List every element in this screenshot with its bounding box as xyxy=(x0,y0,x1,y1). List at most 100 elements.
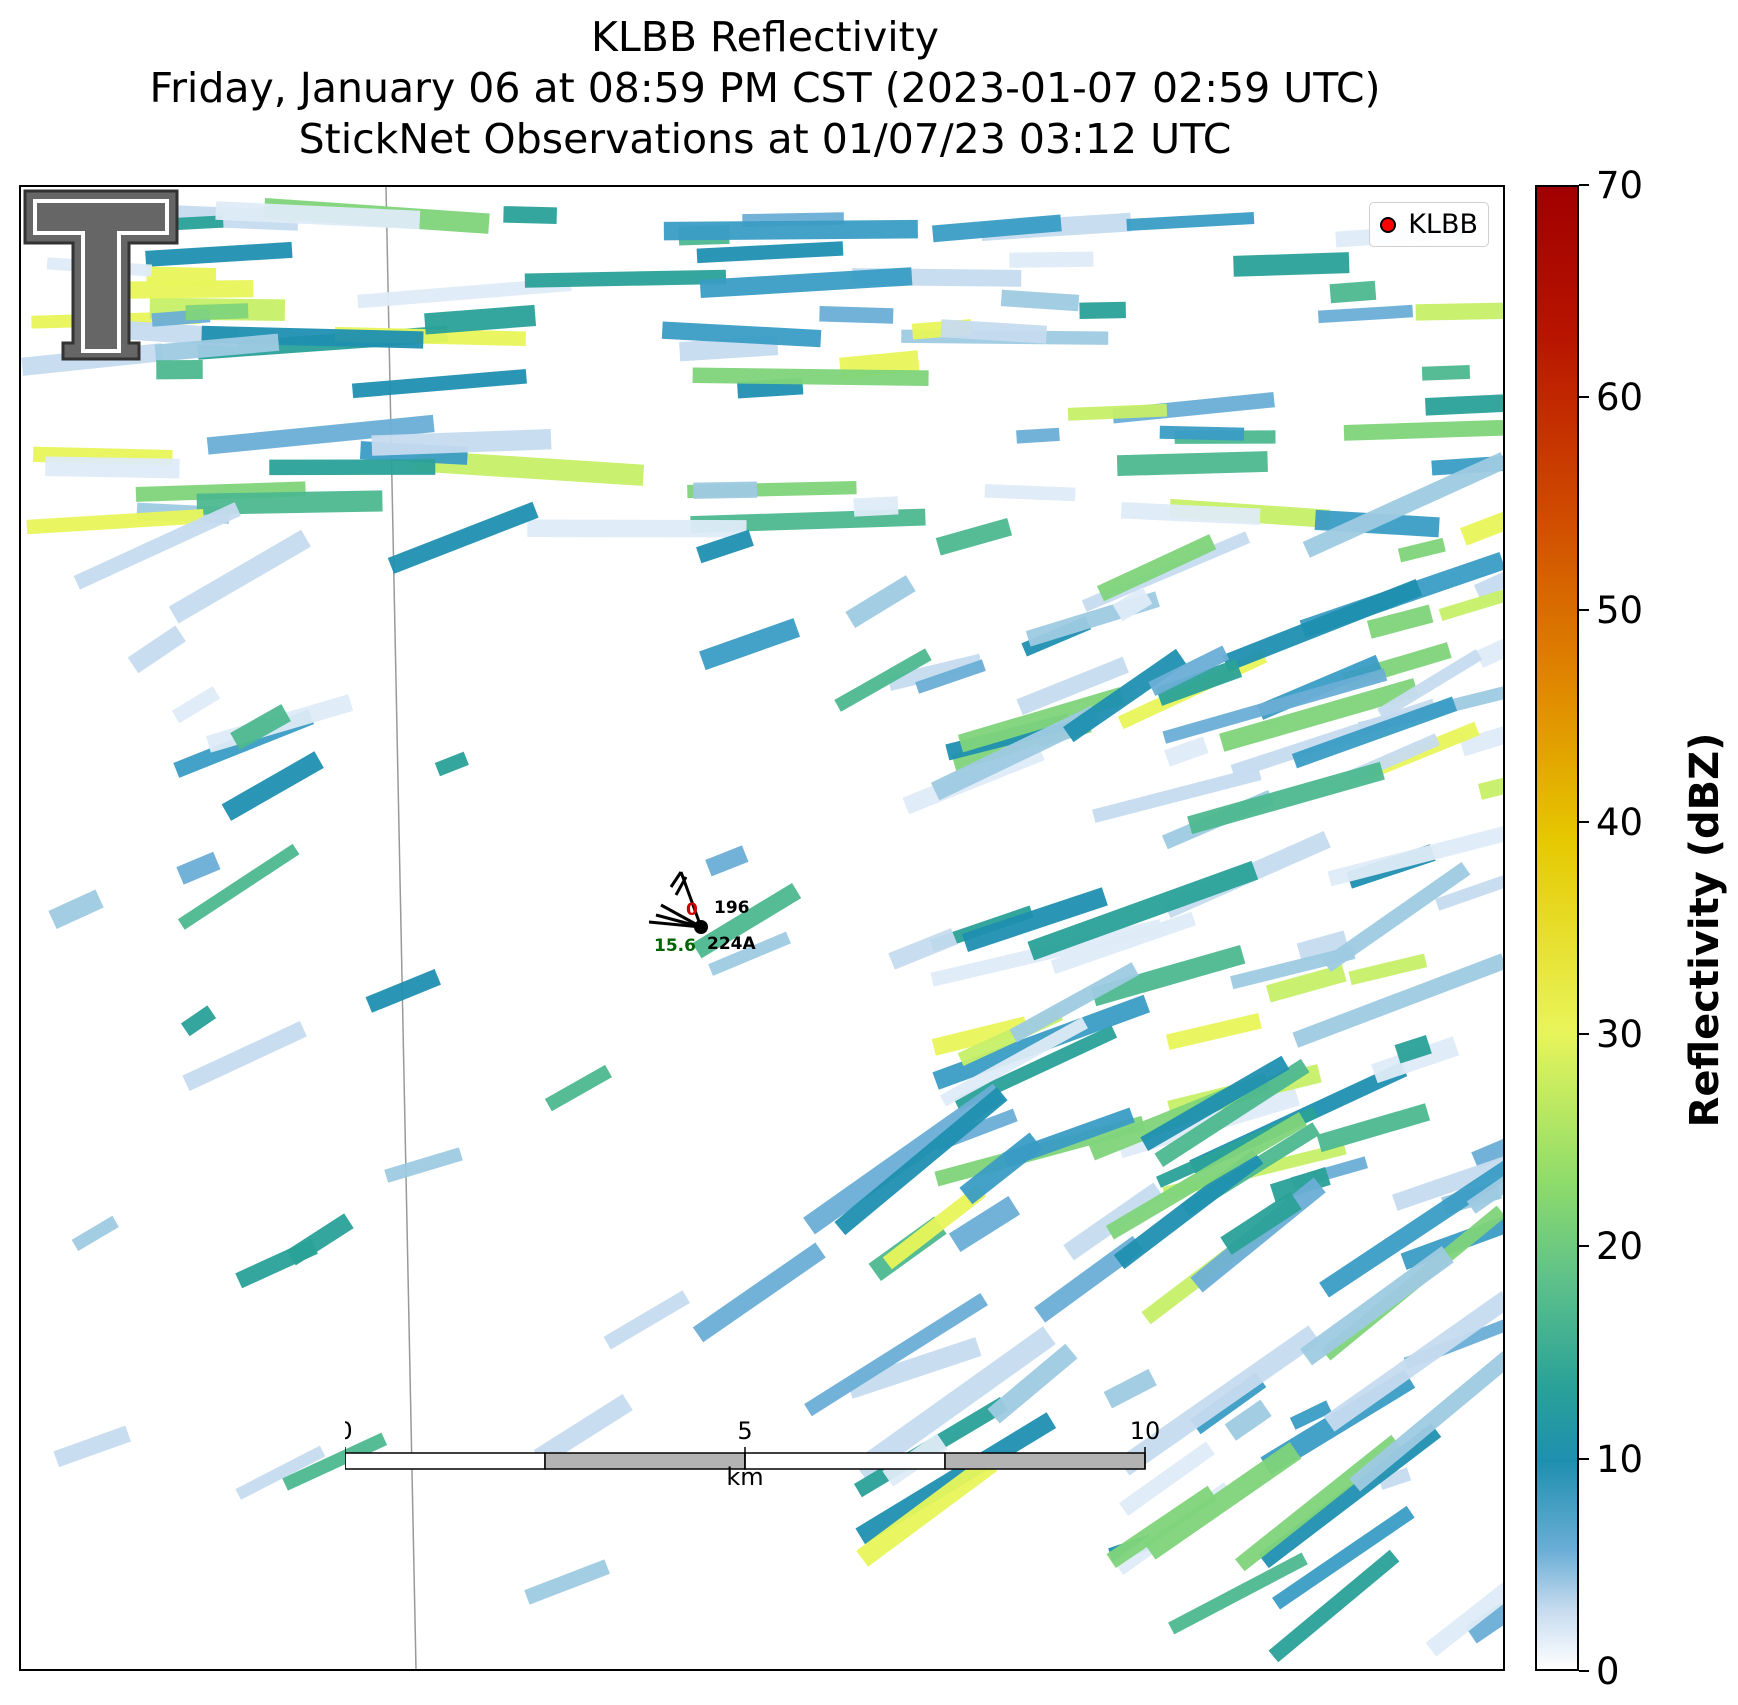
echo-cell xyxy=(177,843,300,930)
echo-cell xyxy=(987,1343,1078,1424)
echo-cell xyxy=(708,931,791,976)
echo-cell xyxy=(1164,736,1209,767)
echo-cell xyxy=(1119,1441,1215,1516)
echo-cell xyxy=(1317,304,1414,324)
echo-cell xyxy=(1343,417,1503,441)
echo-cell xyxy=(1378,1467,1412,1490)
echo-cell xyxy=(1155,658,1243,706)
echo-cell xyxy=(663,219,918,241)
echo-cell xyxy=(915,659,986,694)
echo-cell xyxy=(603,1290,690,1350)
echo-cell xyxy=(1113,1149,1264,1270)
colorbar-tick-mark xyxy=(1579,1245,1589,1248)
echo-cell xyxy=(1009,962,1139,1043)
echo-cell xyxy=(1302,452,1503,558)
title-observations: StickNet Observations at 01/07/23 03:12 … xyxy=(298,115,1232,163)
echo-cell xyxy=(846,1337,982,1399)
station-plot: 0 196 15.6 224A xyxy=(648,871,756,956)
echo-cell xyxy=(1230,945,1356,990)
scale-bar: 0 5 10 km xyxy=(345,1417,1160,1487)
colorbar-tick-label: 60 xyxy=(1596,376,1644,420)
echo-cell xyxy=(1289,1400,1332,1430)
reflectivity-layer: 0 196 15.6 224A xyxy=(21,187,1503,1669)
colorbar-tick-mark xyxy=(1579,820,1589,823)
colorbar-tick-mark xyxy=(1579,396,1589,399)
echo-cell xyxy=(819,306,894,324)
echo-cell xyxy=(1120,502,1261,525)
echo-cell xyxy=(1391,1155,1503,1211)
echo-cell xyxy=(1265,964,1347,1003)
echo-cell xyxy=(45,456,180,479)
echo-cell xyxy=(1235,1434,1401,1572)
station-196-value: 0 xyxy=(686,900,698,920)
echo-cell xyxy=(196,490,383,515)
echo-cell xyxy=(935,517,1013,556)
echo-cell xyxy=(71,1215,119,1251)
echo-cell xyxy=(1162,668,1388,744)
echo-cell xyxy=(1471,1119,1503,1169)
echo-cell xyxy=(1300,1245,1454,1366)
echo-cell xyxy=(803,1083,1005,1235)
echo-cell xyxy=(1371,1036,1460,1084)
echo-cell xyxy=(853,496,899,517)
echo-cell xyxy=(834,648,932,712)
echo-cell xyxy=(371,429,552,456)
echo-cell xyxy=(1112,587,1153,622)
echo-cell xyxy=(1187,761,1385,835)
echo-cell xyxy=(1159,425,1245,441)
echo-cell xyxy=(154,333,280,362)
echo-cell xyxy=(1079,301,1126,320)
colorbar-tick-label: 30 xyxy=(1596,1013,1644,1057)
echo-cell xyxy=(103,279,254,300)
echo-cell xyxy=(533,1393,633,1467)
echo-cell xyxy=(387,501,539,574)
echo-cell xyxy=(692,1242,826,1343)
echo-cell xyxy=(1316,1103,1431,1153)
echo-cell xyxy=(48,889,104,929)
echo-cell xyxy=(1421,365,1471,381)
echo-cell xyxy=(1415,301,1503,321)
echo-cell xyxy=(1269,1167,1331,1203)
echo-cell xyxy=(1397,537,1446,563)
echo-cell xyxy=(1377,649,1483,720)
echo-cell xyxy=(696,529,754,564)
radar-site-marker-icon xyxy=(1380,216,1397,233)
radar-map[interactable]: 0 196 15.6 224A KLBB 0 5 10 km xyxy=(19,185,1505,1671)
echo-cell xyxy=(1323,1291,1503,1432)
echo-cell xyxy=(351,369,527,399)
map-title: KLBB Reflectivity Friday, January 06 at … xyxy=(20,12,1510,165)
scale-tick-5: 5 xyxy=(737,1417,752,1445)
colorbar-tick-label: 50 xyxy=(1596,588,1644,632)
echo-cell xyxy=(1140,1055,1290,1151)
echo-cell xyxy=(932,214,1062,243)
echo-cell xyxy=(206,414,435,455)
echo-cell xyxy=(948,1195,1021,1253)
colorbar-tick-mark xyxy=(1579,608,1589,611)
echo-cell xyxy=(1144,1442,1302,1560)
echo-cell xyxy=(1116,451,1268,477)
echo-cell xyxy=(1348,953,1428,986)
station-marker xyxy=(694,920,708,934)
colorbar-title: Reflectivity (dBZ) xyxy=(1682,732,1728,1128)
echo-cell xyxy=(182,1021,307,1092)
echo-cell xyxy=(959,1132,1043,1205)
echo-cell xyxy=(699,267,913,299)
echo-cell xyxy=(1296,930,1349,963)
echo-cell xyxy=(1425,1561,1503,1657)
colorbar-tick-label: 10 xyxy=(1596,1437,1644,1481)
echo-cell xyxy=(544,1064,613,1112)
echo-cell xyxy=(365,968,441,1013)
echo-cell xyxy=(957,687,1125,753)
echo-cell xyxy=(1117,1325,1321,1476)
echo-cell xyxy=(1106,1485,1217,1569)
echo-cell xyxy=(961,887,1108,953)
echo-cell xyxy=(931,1016,1029,1056)
echo-cell xyxy=(1435,869,1503,911)
texas-tech-logo-icon xyxy=(23,189,179,361)
scale-unit: km xyxy=(726,1463,763,1487)
echo-cell xyxy=(1319,1152,1503,1298)
echo-cell xyxy=(221,751,324,821)
echo-cell xyxy=(1465,1541,1503,1644)
echo-cell xyxy=(1154,1058,1310,1167)
echo-cell xyxy=(171,686,221,724)
